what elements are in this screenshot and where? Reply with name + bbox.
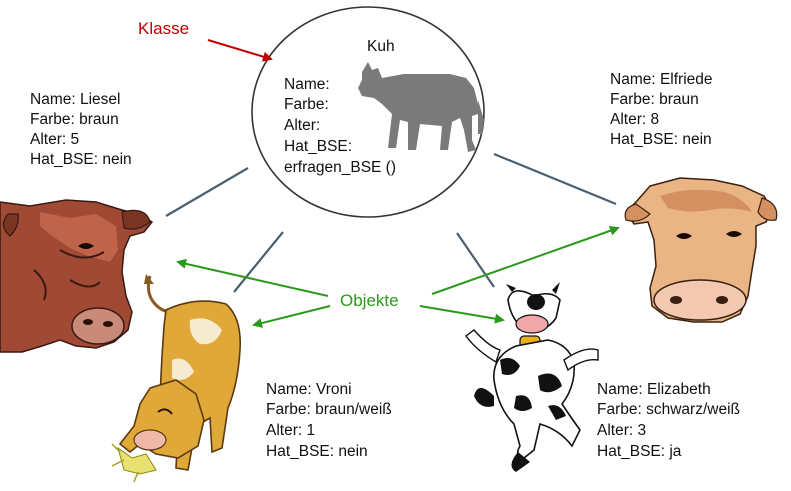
class-attribute: Name: [284, 76, 330, 93]
class-circle [251, 6, 485, 218]
object-attribute: Alter: 5 [30, 131, 80, 148]
object-arrow-vroni [252, 305, 331, 328]
class-arrow [207, 39, 273, 62]
object-attribute: Farbe: schwarz/weiß [597, 401, 740, 418]
object-attribute: Name: Elizabeth [597, 381, 711, 398]
object-attribute: Farbe: braun/weiß [266, 401, 392, 418]
connector-liesel [165, 167, 249, 217]
object-attribute: Alter: 3 [597, 422, 647, 439]
object-attribute: Hat_BSE: ja [597, 443, 682, 460]
class-label: Klasse [138, 19, 190, 38]
object-arrow-elizabeth [419, 305, 505, 324]
object-arrow-elfriede [431, 225, 620, 295]
grazing-cow-icon [111, 274, 242, 483]
cow-silhouette-icon [358, 62, 484, 152]
object-attribute: Name: Elfriede [610, 71, 713, 88]
connector-vroni [233, 231, 284, 293]
object-arrow-liesel [176, 258, 329, 297]
cartoon-cow-icon [465, 282, 599, 472]
object-attribute: Hat_BSE: nein [266, 443, 368, 460]
objects-label: Objekte [340, 291, 399, 310]
connector-elfriede [493, 152, 617, 206]
object-attribute: Hat_BSE: nein [30, 151, 132, 168]
class-attribute: Hat_BSE: [284, 138, 353, 155]
orange-cow-icon [624, 177, 778, 323]
object-attribute: Farbe: braun [30, 111, 119, 128]
object-attribute: Name: Liesel [30, 91, 121, 108]
object-attribute: Farbe: braun [610, 91, 699, 108]
class-title: Kuh [367, 38, 395, 55]
class-attribute: Farbe: [284, 96, 329, 113]
object-attribute: Alter: 8 [610, 111, 660, 128]
connector-elizabeth [456, 232, 495, 288]
object-attribute: Alter: 1 [266, 422, 316, 439]
object-attribute: Name: Vroni [266, 381, 352, 398]
class-attribute: Alter: [284, 117, 321, 134]
class-method: erfragen_BSE () [284, 159, 396, 176]
object-attribute: Hat_BSE: nein [610, 131, 712, 148]
brown-cow-icon [0, 199, 154, 353]
